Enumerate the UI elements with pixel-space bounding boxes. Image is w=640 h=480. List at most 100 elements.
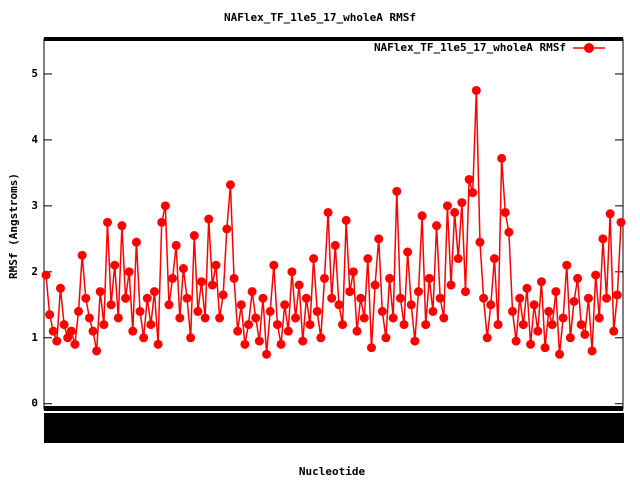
point-marker [435, 293, 445, 303]
point-marker [124, 267, 134, 277]
point-marker [200, 313, 210, 323]
point-marker [359, 313, 369, 323]
point-marker [587, 346, 597, 356]
point-marker [301, 293, 311, 303]
point-marker [283, 326, 293, 336]
point-marker [479, 293, 489, 303]
point-marker [272, 320, 282, 330]
point-marker [338, 320, 348, 330]
point-marker [113, 313, 123, 323]
chart-title: NAFlex_TF_1le5_17_wholeA RMSf [224, 11, 416, 24]
point-marker [233, 326, 243, 336]
point-marker [160, 201, 170, 211]
point-marker [533, 326, 543, 336]
point-marker [330, 240, 340, 250]
point-marker [84, 313, 94, 323]
point-marker [598, 234, 608, 244]
point-marker [182, 293, 192, 303]
point-marker [312, 306, 322, 316]
point-marker [515, 293, 525, 303]
x-axis-label: Nucleotide [299, 465, 366, 478]
point-marker [417, 211, 427, 221]
point-marker [45, 310, 55, 320]
point-marker [139, 333, 149, 343]
point-marker [327, 293, 337, 303]
point-marker [385, 273, 395, 283]
point-marker [77, 250, 87, 260]
point-marker [605, 209, 615, 219]
point-marker [218, 290, 228, 300]
point-marker [536, 277, 546, 287]
point-marker [294, 280, 304, 290]
point-marker [193, 306, 203, 316]
point-marker [453, 254, 463, 264]
point-marker [309, 254, 319, 264]
point-marker [236, 300, 246, 310]
point-marker [207, 280, 217, 290]
point-marker [41, 270, 51, 280]
point-marker [287, 267, 297, 277]
point-marker [446, 280, 456, 290]
series-line [45, 90, 622, 355]
point-marker [457, 198, 467, 208]
point-marker [573, 273, 583, 283]
point-marker [247, 287, 257, 297]
point-marker [555, 349, 565, 359]
point-marker [580, 329, 590, 339]
point-marker [370, 280, 380, 290]
point-marker [251, 313, 261, 323]
point-marker [413, 287, 423, 297]
y-tick-label: 5 [31, 67, 38, 80]
point-marker [110, 260, 120, 270]
top-ticks-band [44, 37, 623, 41]
legend-label: NAFlex_TF_1le5_17_wholeA RMSf [374, 41, 566, 54]
point-marker [276, 339, 286, 349]
point-marker [291, 313, 301, 323]
point-marker [374, 234, 384, 244]
point-marker [464, 174, 474, 184]
point-marker [475, 237, 485, 247]
point-marker [363, 254, 373, 264]
point-marker [377, 306, 387, 316]
point-marker [146, 320, 156, 330]
point-marker [345, 287, 355, 297]
point-marker [131, 237, 141, 247]
point-marker [229, 273, 239, 283]
point-marker [565, 333, 575, 343]
point-marker [526, 339, 536, 349]
point-marker [399, 320, 409, 330]
point-marker [547, 320, 557, 330]
point-marker [175, 313, 185, 323]
point-marker [511, 336, 521, 346]
point-marker [381, 333, 391, 343]
point-marker [204, 214, 214, 224]
point-marker [117, 221, 127, 231]
y-tick-label: 1 [31, 331, 38, 344]
point-marker [280, 300, 290, 310]
point-marker [529, 300, 539, 310]
point-marker [450, 207, 460, 217]
point-marker [102, 217, 112, 227]
point-marker [316, 333, 326, 343]
point-marker [106, 300, 116, 310]
point-marker [439, 313, 449, 323]
point-marker [99, 320, 109, 330]
point-marker [319, 273, 329, 283]
point-marker [222, 224, 232, 234]
point-marker [149, 287, 159, 297]
y-tick-label: 0 [31, 397, 38, 410]
point-marker [121, 293, 131, 303]
x-axis-ticks-band [44, 406, 623, 411]
point-marker [52, 336, 62, 346]
point-marker [612, 290, 622, 300]
point-marker [157, 217, 167, 227]
point-marker [406, 300, 416, 310]
point-marker [254, 336, 264, 346]
point-marker [269, 260, 279, 270]
point-marker [609, 326, 619, 336]
point-marker [189, 231, 199, 241]
point-marker [522, 283, 532, 293]
point-marker [225, 180, 235, 190]
point-marker [468, 188, 478, 198]
point-marker [186, 333, 196, 343]
